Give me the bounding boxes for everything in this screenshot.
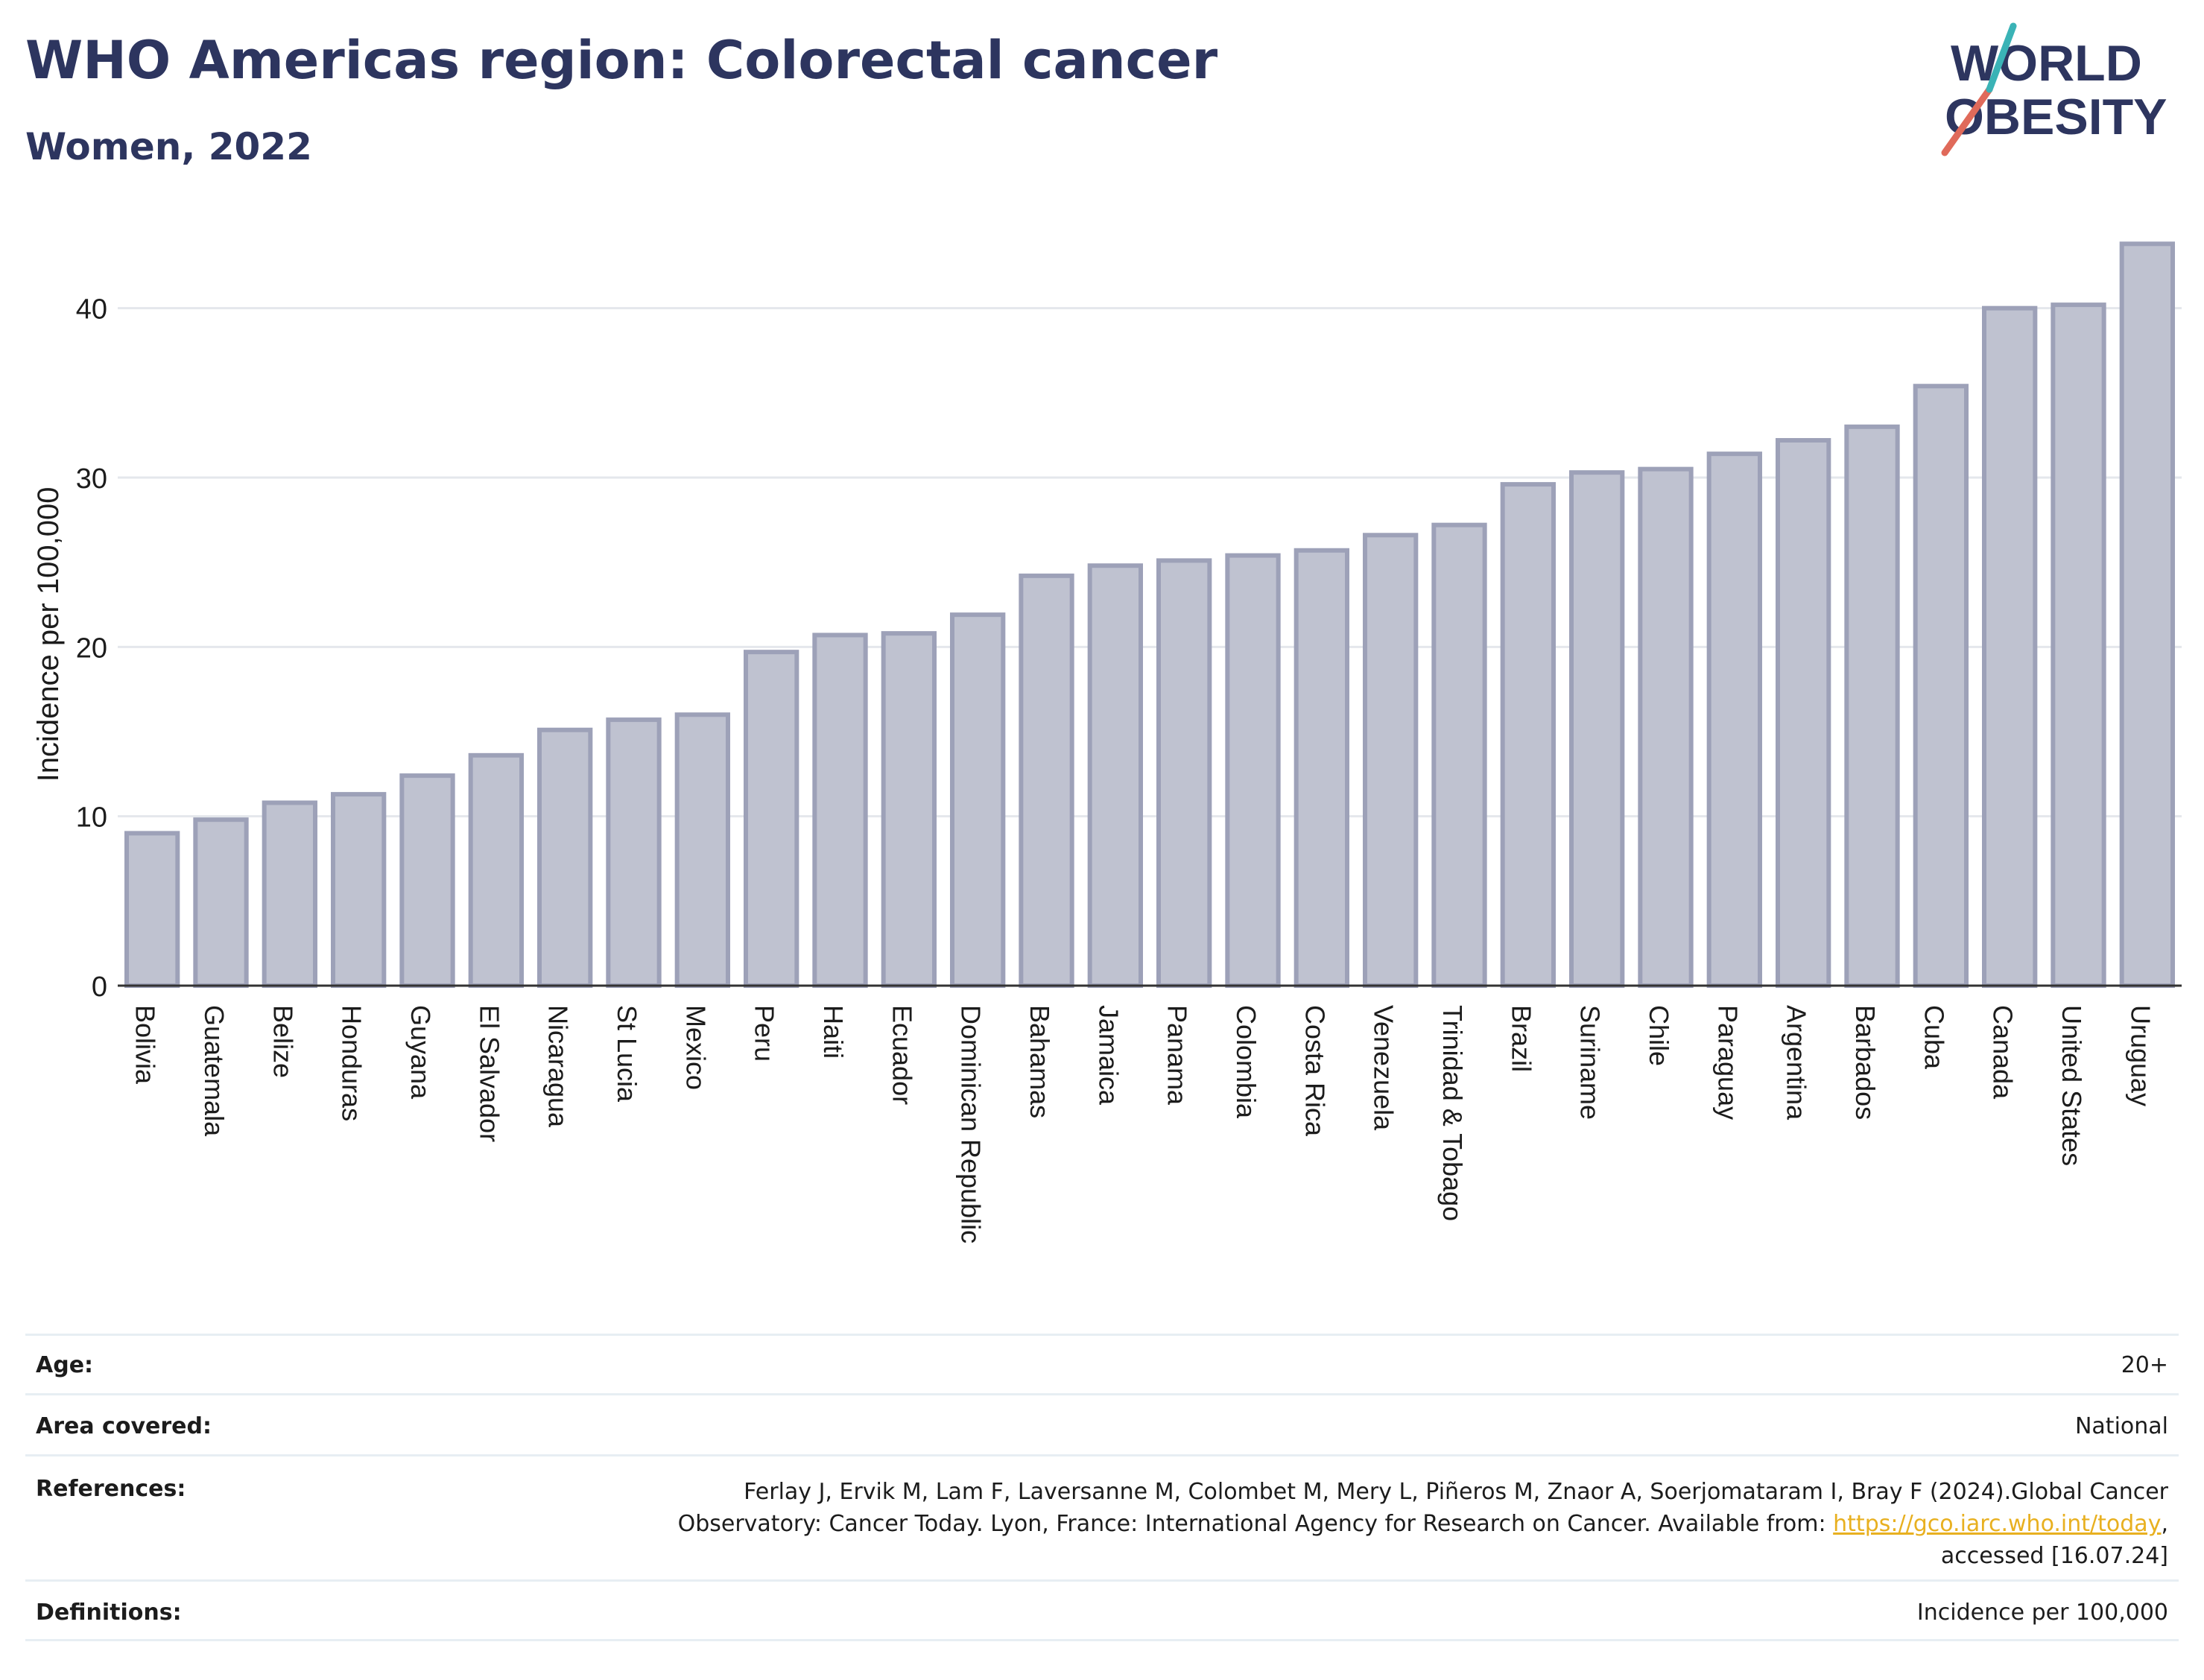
bar [124,831,180,989]
x-tick-label: United States [2056,1005,2087,1166]
bar [1363,533,1419,988]
meta-row-references: References: Ferlay J, Ervik M, Lam F, La… [25,1454,2179,1579]
bar [262,800,317,988]
x-tick-label: Cuba [1919,1005,1949,1070]
x-tick-label: Ecuador [887,1005,917,1105]
bar [1225,553,1281,988]
bar [1500,482,1556,988]
x-tick-label: Panama [1162,1005,1193,1106]
bar [1706,451,1762,988]
references-line-2-end: , [2161,1511,2168,1537]
bar [399,773,455,989]
x-tick-label: Honduras [337,1005,367,1121]
x-tick-label: Peru [750,1005,780,1062]
x-tick-label: Belize [267,1005,298,1078]
meta-row-age: Age: 20+ [25,1334,2179,1394]
meta-row-definitions: Definitions: Incidence per 100,000 [25,1579,2179,1641]
references-line-2-text: Observatory: Cancer Today. Lyon, France:… [677,1511,1834,1537]
x-tick-label: Brazil [1506,1005,1536,1072]
definitions-value: Incidence per 100,000 [1916,1600,2168,1626]
references-line-3: accessed [16.07.24] [1940,1543,2168,1569]
age-value: 20+ [2121,1352,2168,1378]
y-tick-label: 40 [76,294,107,326]
bar [331,792,387,988]
bar [1982,305,2038,988]
bar [744,650,799,988]
bar [674,712,730,988]
gridlines [118,307,2182,818]
x-tick-label: Chile [1644,1005,1674,1066]
x-tick-label: Colombia [1231,1005,1261,1119]
bar [1776,437,1831,988]
bar [2051,302,2106,988]
y-axis-title: Incidence per 100,000 [32,487,65,782]
bar [606,717,662,988]
bar [1638,466,1694,988]
x-tick-label: Dominican Republic [956,1005,987,1243]
bar [1569,470,1625,988]
bar [812,633,868,988]
bar [1431,522,1487,988]
x-tick-label: Haiti [818,1005,849,1059]
y-tick-label: 0 [92,971,107,1003]
x-tick-label: Guatemala [199,1005,229,1137]
bar-chart: 0 10 20 30 40 Bolivia Guatemala Belize Honduras… [32,241,2182,1243]
x-tick-label: Barbados [1850,1005,1881,1120]
bar [1087,563,1143,988]
x-tick-label: Paraguay [1712,1005,1743,1120]
table-bottom-rule [25,1639,2179,1641]
bar [1156,558,1212,988]
bars [124,241,2175,989]
references-line-2: Observatory: Cancer Today. Lyon, France:… [678,1508,2168,1540]
area-value: National [2074,1413,2168,1439]
x-tick-label: Venezuela [1369,1005,1399,1131]
bar [2119,241,2175,988]
logo-slash-teal [1986,22,2017,93]
x-axis-labels: Bolivia Guatemala Belize Honduras Guyana El S… [130,1005,2156,1243]
references-value: Ferlay J, Ervik M, Lam F, Laversanne M, … [678,1476,2168,1572]
y-tick-label: 30 [76,463,107,495]
logo-slash-red [1941,86,1993,156]
x-tick-label: Nicaragua [543,1005,574,1128]
references-line-1: Ferlay J, Ervik M, Lam F, Laversanne M, … [744,1479,2168,1505]
x-tick-label: Costa Rica [1299,1005,1330,1137]
x-tick-label: Trinidad & Tobago [1437,1005,1468,1221]
meta-row-area: Area covered: National [25,1393,2179,1454]
bar [1913,384,1969,988]
bar [193,817,249,989]
x-tick-label: El Salvador [474,1005,504,1142]
logo-world-text: WORLD [1951,35,2142,92]
area-label: Area covered: [36,1413,212,1439]
age-label: Age: [36,1352,94,1378]
y-tick-label: 20 [76,633,107,664]
x-tick-label: Canada [1988,1005,2018,1100]
x-tick-label: Guyana [405,1005,436,1100]
bar [881,631,937,988]
x-tick-label: Bahamas [1025,1005,1055,1118]
y-tick-label: 10 [76,802,107,834]
bar [1019,573,1074,988]
y-axis-ticks: 0 10 20 30 40 [76,294,107,1003]
bar [537,727,593,989]
references-link[interactable]: https://gco.iarc.who.int/today [1833,1511,2162,1537]
x-tick-label: Uruguay [2125,1005,2156,1106]
x-tick-label: Argentina [1782,1005,1812,1120]
x-tick-label: Bolivia [130,1005,161,1085]
definitions-label: Definitions: [36,1600,182,1626]
x-tick-label: Mexico [680,1005,711,1090]
bar [468,752,524,988]
x-tick-label: Jamaica [1093,1005,1124,1106]
chart-title: WHO Americas region: Colorectal cancer [25,30,1218,91]
x-tick-label: Suriname [1575,1005,1606,1120]
bar [950,612,1006,988]
references-label: References: [36,1476,186,1502]
bar [1844,424,1900,988]
bar [1293,548,1349,988]
chart-subtitle: Women, 2022 [25,125,312,168]
world-obesity-logo: WORLD OBESITY [1941,22,2167,156]
x-tick-label: St Lucia [612,1005,642,1103]
